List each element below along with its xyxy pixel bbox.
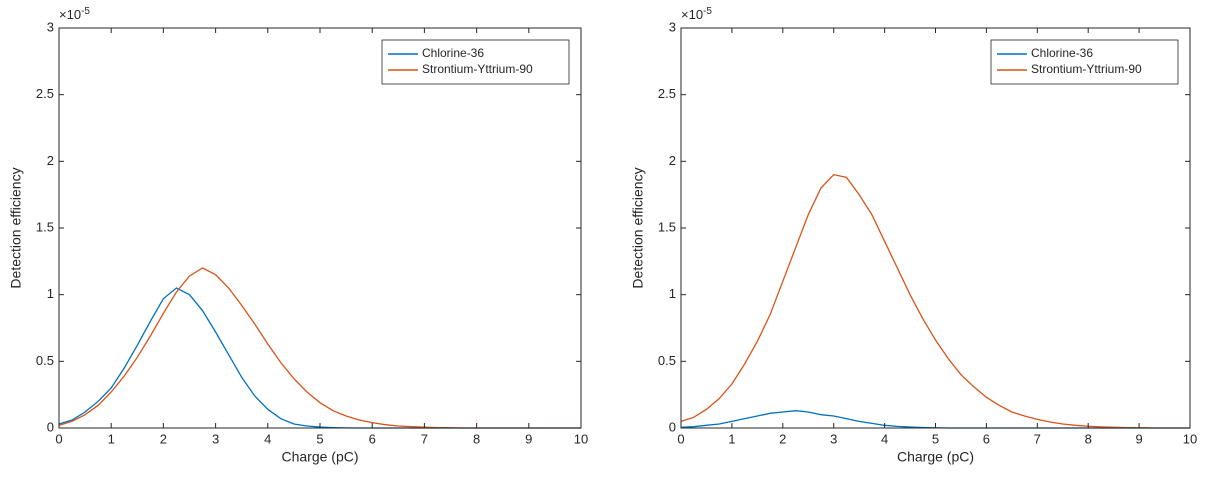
plot-area [59,28,581,428]
x-tick-label: 9 [525,431,532,446]
x-tick-label: 7 [1034,431,1041,446]
x-tick-label: 4 [881,431,888,446]
x-tick-label: 6 [983,431,990,446]
y-tick-label: 1 [669,286,676,301]
y-tick-label: 0.5 [36,353,54,368]
y-scale-exponent: -5 [81,6,90,17]
x-tick-label: 8 [473,431,480,446]
x-tick-label: 6 [369,431,376,446]
y-tick-label: 3 [669,19,676,34]
y-tick-label: 2.5 [36,86,54,101]
subplot: 0 1 2 3 4 5 6 7 8 9 10 0 0.5 1 1.5 2 2.5 3 ×10-5 Charge (pC… [630,6,1198,465]
y-scale-exponent: -5 [703,6,712,17]
x-tick-label: 3 [830,431,837,446]
legend: Chlorine-36 Strontium-Yttrium-90 [990,39,1179,85]
x-tick-label: 2 [160,431,167,446]
x-tick-label: 0 [677,431,684,446]
y-tick-label: 0 [669,419,676,434]
legend-box [381,39,570,85]
x-tick-label: 3 [212,431,219,446]
legend-label: Chlorine-36 [422,46,484,60]
x-tick-label: 10 [574,431,588,446]
x-tick-label: 5 [316,431,323,446]
y-tick-label: 2.5 [658,86,676,101]
y-tick-label: 3 [47,19,54,34]
x-tick-label: 7 [421,431,428,446]
y-axis-label: Detection efficiency [8,167,24,288]
subplot: 0 1 2 3 4 5 6 7 8 9 10 0 0.5 1 1.5 2 2.5 3 ×10-5 Charge (pC… [8,6,589,465]
plot-area [681,28,1190,428]
x-tick-label: 1 [728,431,735,446]
x-tick-label: 2 [779,431,786,446]
x-axis-label: Charge (pC) [281,449,358,465]
x-tick-label: 4 [264,431,271,446]
y-tick-label: 0 [47,419,54,434]
y-tick-label: 0.5 [658,353,676,368]
y-scale-base: ×10 [681,7,703,22]
x-tick-label: 0 [55,431,62,446]
y-tick-label: 2 [669,153,676,168]
y-tick-label: 1 [47,286,54,301]
y-scale-base: ×10 [59,7,81,22]
x-axis-label: Charge (pC) [897,449,974,465]
legend-label: Chlorine-36 [1031,46,1093,60]
x-tick-label: 1 [108,431,115,446]
y-scale-label: ×10-5 [681,6,712,23]
y-tick-label: 1.5 [36,219,54,234]
x-tick-label: 9 [1135,431,1142,446]
legend-box [990,39,1179,85]
series-line [680,173,1190,429]
x-tick-label: 10 [1183,431,1197,446]
x-tick-label: 5 [932,431,939,446]
y-tick-label: 1.5 [658,219,676,234]
x-tick-label: 8 [1085,431,1092,446]
legend: Chlorine-36 Strontium-Yttrium-90 [381,39,570,85]
y-tick-label: 2 [47,153,54,168]
y-axis-label: Detection efficiency [630,167,646,288]
legend-label: Strontium-Yttrium-90 [422,62,533,76]
y-scale-label: ×10-5 [59,6,90,23]
legend-label: Strontium-Yttrium-90 [1031,62,1142,76]
